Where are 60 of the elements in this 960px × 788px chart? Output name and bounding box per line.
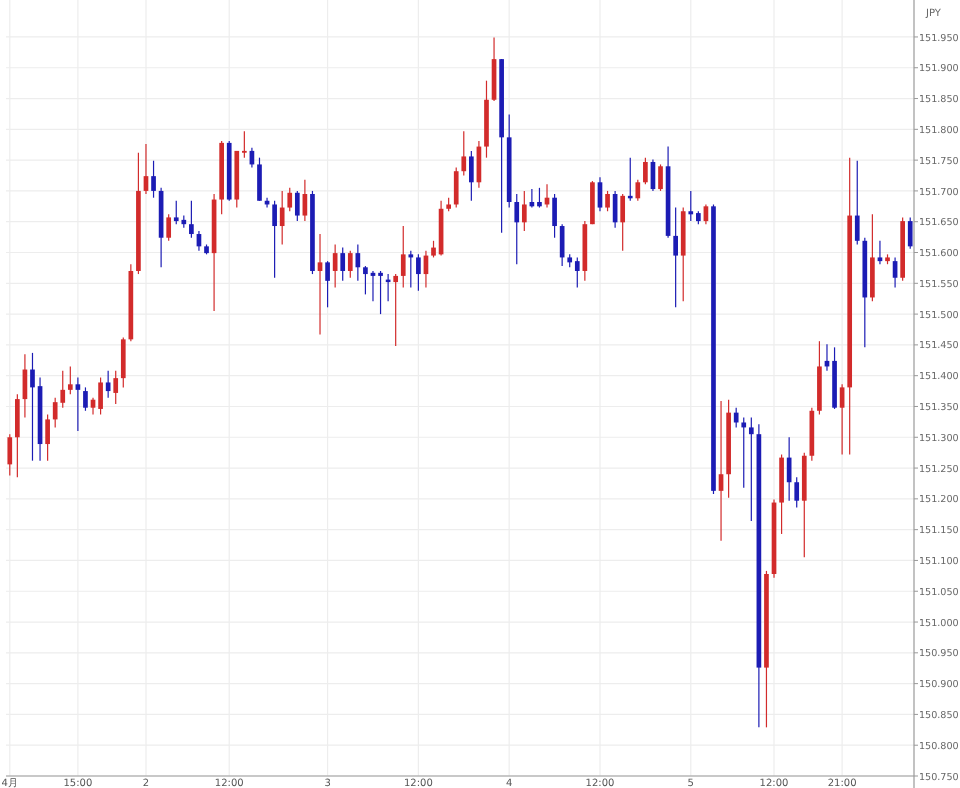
candlestick [83,386,88,412]
candlestick [52,397,58,429]
candlestick [30,352,35,462]
candlestick [317,233,323,336]
candlestick [113,370,119,405]
candlestick [779,453,784,535]
candlestick [416,253,421,292]
candlestick [393,273,399,347]
candlestick [173,200,179,225]
candlestick [574,256,580,289]
candlestick [294,190,300,222]
candlestick [408,250,414,289]
candlestick [514,193,520,265]
candlestick [680,206,686,302]
candlestick [635,179,641,202]
candlestick [643,157,648,185]
candlestick [189,200,194,239]
candlestick [75,376,81,432]
candlestick [67,365,73,395]
candlestick [854,160,860,246]
candlestick [590,180,595,225]
candlestick [748,416,754,522]
candlestick [620,193,626,252]
candlestick [120,336,126,388]
candlestick [257,157,262,202]
candlestick [688,190,694,222]
candlestick [870,213,875,302]
candlestick [832,346,837,410]
candlestick [453,166,459,209]
candlestick [325,260,330,308]
candlestick [658,163,663,192]
candlestick [347,250,353,279]
candlestick [484,80,489,159]
candlestick [605,190,610,212]
candlestick [279,190,285,246]
candlestick [378,270,383,315]
candlestick [521,190,527,232]
candlestick [363,265,368,295]
candlestick [794,476,800,509]
candlestick [7,433,13,477]
candlestick [105,370,111,399]
candlestick [877,240,883,265]
candlestick [552,193,557,239]
candlestick [98,376,103,416]
candlestick [461,130,467,177]
candlestick [741,416,747,489]
candlestick [400,225,406,289]
candlestick [340,246,346,282]
candlestick [166,213,172,242]
candlestick [537,187,542,209]
candlestick [45,413,50,462]
candlestick [151,160,156,199]
candlestick [673,206,678,308]
candlestick [15,393,20,478]
candlestick [733,407,739,429]
candlestick [817,340,822,416]
candlestick [801,452,807,558]
candlestick [287,187,293,212]
candlestick [469,150,474,202]
candlestick [272,200,277,279]
